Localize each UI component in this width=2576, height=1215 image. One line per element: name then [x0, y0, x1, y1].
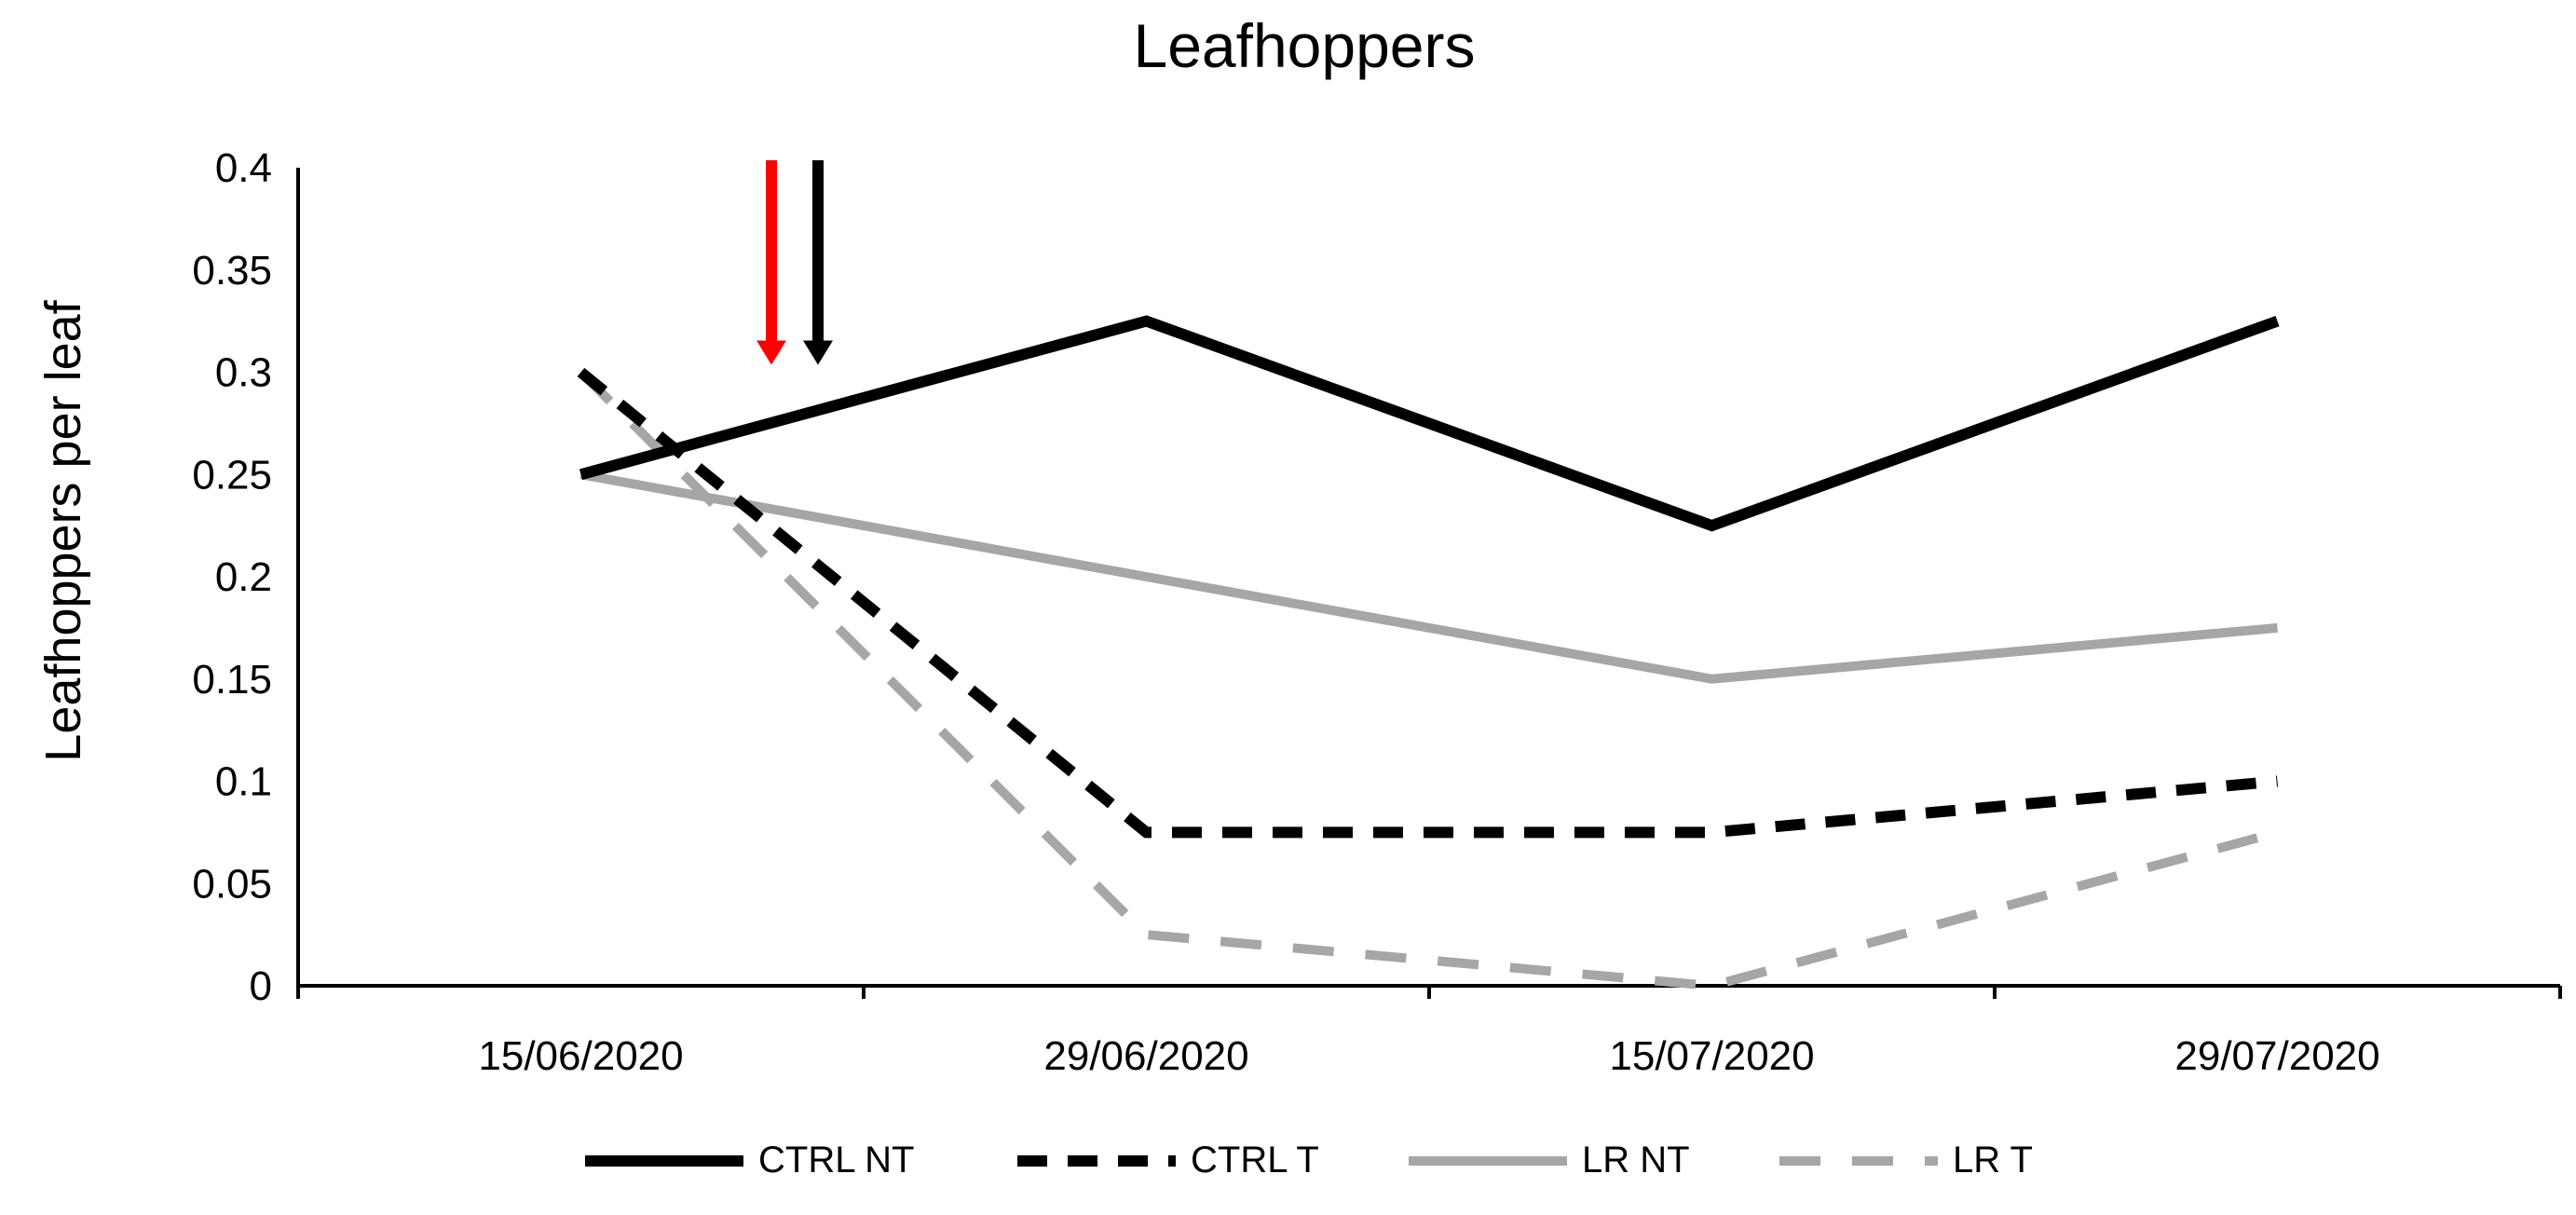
- legend-label: LR T: [1953, 1140, 2033, 1181]
- legend-label: LR NT: [1582, 1140, 1690, 1181]
- legend-item: LR T: [1779, 1140, 2033, 1181]
- legend-label: CTRL T: [1191, 1140, 1319, 1181]
- y-tick-label: 0.2: [215, 554, 272, 600]
- x-ticks: 15/06/2020 29/06/2020 15/07/2020 29/07/2020: [478, 1033, 2379, 1079]
- arrow-black: [803, 160, 833, 365]
- legend-item: LR NT: [1409, 1140, 1690, 1181]
- axes: [296, 168, 2562, 999]
- legend-item: CTRL T: [1017, 1140, 1319, 1181]
- y-tick-label: 0.15: [192, 657, 272, 703]
- y-tick-label: 0.3: [215, 350, 272, 396]
- y-ticks: 0 0.05 0.1 0.15 0.2 0.25 0.3 0.35 0.4: [192, 145, 272, 1009]
- legend: CTRL NT CTRL T LR NT LR T: [585, 1140, 2033, 1181]
- y-tick-label: 0.25: [192, 452, 272, 498]
- series-line-lr-nt: [579, 470, 2278, 684]
- legend-item: CTRL NT: [585, 1140, 914, 1181]
- y-tick-label: 0: [250, 963, 272, 1009]
- y-tick-label: 0.05: [192, 861, 272, 907]
- legend-label: CTRL NT: [758, 1140, 914, 1181]
- series-line-ctrl-t: [577, 367, 2279, 839]
- series-line-ctrl-nt: [579, 315, 2280, 532]
- series-lines: [577, 315, 2280, 991]
- arrow-red: [756, 160, 786, 365]
- y-tick-label: 0.35: [192, 248, 272, 294]
- series-line-lr-t: [577, 368, 2279, 991]
- annotation-arrows: [756, 160, 833, 365]
- x-tick-label: 15/07/2020: [1609, 1033, 1814, 1079]
- y-tick-label: 0.1: [215, 759, 272, 805]
- x-tick-label: 29/06/2020: [1043, 1033, 1248, 1079]
- x-tick-label: 29/07/2020: [2174, 1033, 2379, 1079]
- y-tick-label: 0.4: [215, 145, 272, 191]
- x-tick-label: 15/06/2020: [478, 1033, 683, 1079]
- chart-title: Leafhoppers: [1134, 11, 1476, 80]
- y-axis-label: Leafhoppers per leaf: [35, 299, 91, 761]
